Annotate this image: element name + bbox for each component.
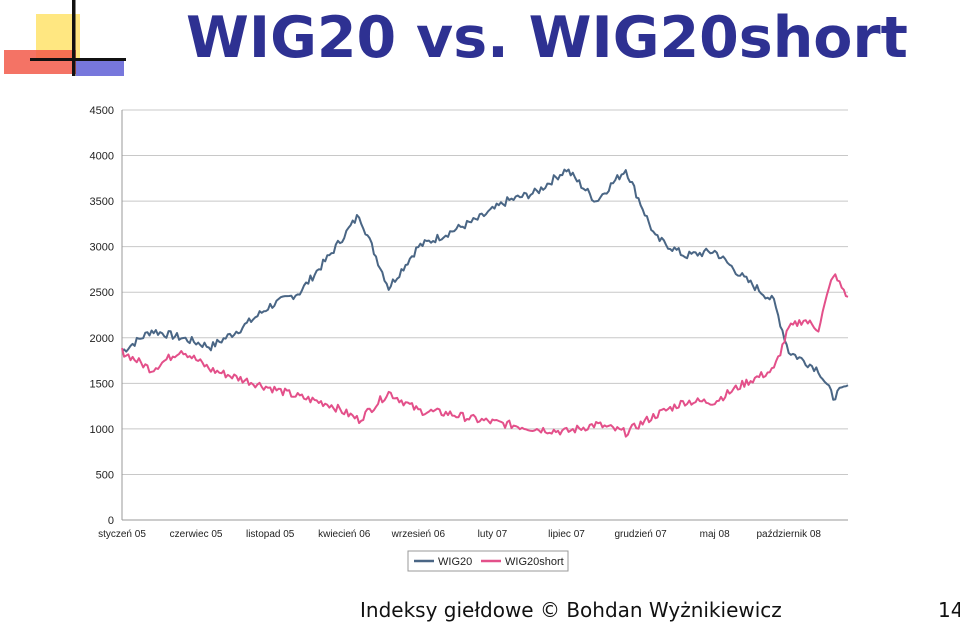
slide-logo xyxy=(4,0,126,76)
y-tick-label: 3500 xyxy=(90,196,114,208)
slide-footer: Indeksy giełdowe © Bohdan Wyżnikiewicz xyxy=(360,598,782,622)
series-line-wig20 xyxy=(121,168,849,401)
chart-legend: WIG20 WIG20short xyxy=(407,550,569,572)
data-series xyxy=(121,168,849,438)
x-tick-label: maj 08 xyxy=(700,529,730,540)
x-axis-tick-labels: styczeń 05 czerwiec 05 listopad 05 kwiecień… xyxy=(98,529,821,540)
x-tick-label: styczeń 05 xyxy=(98,529,146,540)
y-tick-label: 2000 xyxy=(90,333,114,345)
y-tick-label: 1500 xyxy=(90,378,114,390)
y-tick-label: 1000 xyxy=(90,424,114,436)
series-line-wig20short xyxy=(121,273,849,438)
x-tick-label: kwiecień 06 xyxy=(318,529,371,540)
x-tick-label: październik 08 xyxy=(756,529,821,540)
legend-label-wig20: WIG20 xyxy=(438,556,472,568)
y-tick-label: 4500 xyxy=(90,105,114,117)
x-tick-label: grudzień 07 xyxy=(614,529,667,540)
y-tick-label: 3000 xyxy=(90,242,114,254)
legend-label-wig20short: WIG20short xyxy=(505,556,564,568)
x-tick-label: luty 07 xyxy=(478,529,508,540)
x-tick-label: listopad 05 xyxy=(246,529,295,540)
y-tick-label: 2500 xyxy=(90,287,114,299)
slide-title: WIG20 vs. WIG20short xyxy=(186,5,908,71)
y-tick-label: 4000 xyxy=(90,151,114,163)
page-number: 14 xyxy=(938,598,960,622)
x-tick-label: czerwiec 05 xyxy=(170,529,223,540)
y-tick-label: 0 xyxy=(108,515,114,527)
y-axis-tick-labels: 0 500 1000 1500 2000 2500 3000 3500 4000 4500 xyxy=(90,105,114,527)
x-tick-label: lipiec 07 xyxy=(548,529,585,540)
y-tick-label: 500 xyxy=(96,469,114,481)
x-tick-label: wrzesień 06 xyxy=(391,529,446,540)
